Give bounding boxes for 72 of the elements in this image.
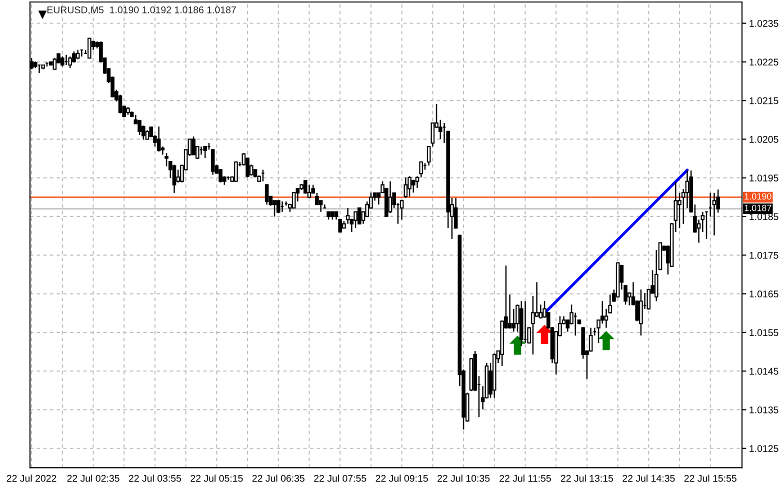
y-tick-label: 1.0205 xyxy=(750,136,778,143)
candlestick xyxy=(76,49,80,60)
candlestick xyxy=(639,288,643,336)
x-tick-label: 22 Jul 2022 xyxy=(6,474,56,482)
candlestick xyxy=(307,184,312,198)
x-tick-label: 22 Jul 02:35 xyxy=(67,474,120,482)
candlestick xyxy=(400,199,404,220)
y-tick-label: 1.0175 xyxy=(750,252,778,259)
candlestick xyxy=(303,180,308,194)
candlestick xyxy=(408,176,412,198)
x-tick-label: 22 Jul 05:15 xyxy=(190,474,243,482)
candlestick xyxy=(712,192,716,236)
candlestick xyxy=(315,192,319,206)
y-tick-label: 1.0145 xyxy=(750,368,778,375)
candlestick xyxy=(218,168,222,184)
candlestick xyxy=(354,211,358,229)
x-tick-label: 22 Jul 06:35 xyxy=(252,474,304,482)
candlestick xyxy=(292,192,296,209)
candlestick xyxy=(426,146,431,166)
candlestick xyxy=(264,183,269,206)
candlestick xyxy=(419,160,424,178)
y-tick-label: 1.0165 xyxy=(750,290,778,298)
y-tick-label: 1.0155 xyxy=(750,329,778,336)
candlestick xyxy=(192,136,196,156)
candlestick xyxy=(357,207,362,225)
candlestick xyxy=(438,119,442,140)
candlestick xyxy=(203,146,208,159)
x-tick-label: 22 Jul 03:55 xyxy=(128,474,182,482)
y-tick-label: 1.0195 xyxy=(750,174,778,182)
candlestick xyxy=(172,164,176,194)
x-tick-label: 22 Jul 10:35 xyxy=(438,474,490,482)
candlestick xyxy=(138,119,142,136)
chart-title: EURUSD,M5 1.0190 1.0192 1.0186 1.0187 xyxy=(47,6,236,14)
candlestick xyxy=(272,200,276,218)
candlestick xyxy=(588,327,593,352)
y-tick-label: 1.0235 xyxy=(750,20,778,27)
x-tick-label: 22 Jul 07:55 xyxy=(314,474,366,482)
candlestick xyxy=(68,56,72,69)
candlestick xyxy=(87,38,92,59)
y-tick-label: 1.0215 xyxy=(750,97,778,104)
candlestick xyxy=(604,308,608,328)
x-tick-label: 22 Jul 09:15 xyxy=(376,474,428,482)
candlestick xyxy=(388,180,392,214)
candlestick xyxy=(346,207,350,224)
candlestick xyxy=(176,169,180,184)
candlestick xyxy=(276,200,280,214)
ref-line-label: 1.0187 xyxy=(744,204,772,212)
x-tick-label: 22 Jul 14:35 xyxy=(622,474,675,482)
candlestick xyxy=(318,200,323,212)
candlestick xyxy=(600,300,604,324)
candlestick xyxy=(678,192,682,229)
x-tick-label: 22 Jul 11:55 xyxy=(500,474,551,482)
candlestick xyxy=(624,284,628,306)
candlestick xyxy=(411,179,416,194)
y-tick-label: 1.0125 xyxy=(750,445,778,452)
candlestick xyxy=(145,130,150,140)
candlestick xyxy=(508,294,512,330)
x-tick-label: 22 Jul 13:15 xyxy=(560,474,614,482)
candlestick xyxy=(538,304,543,320)
candlestick xyxy=(60,56,64,68)
candlestick xyxy=(404,176,408,199)
y-tick-label: 1.0135 xyxy=(750,406,778,414)
x-tick-label: 22 Jul 15:55 xyxy=(684,474,736,482)
y-tick-label: 1.0225 xyxy=(750,58,778,66)
ref-line-label: 1.0190 xyxy=(744,193,772,200)
candlestick xyxy=(234,160,238,182)
candlestick xyxy=(338,219,342,233)
candlestick xyxy=(156,126,161,152)
candlestick xyxy=(164,152,168,167)
candlestick xyxy=(512,308,516,332)
candlestick xyxy=(246,158,250,178)
candlestick xyxy=(531,295,535,356)
